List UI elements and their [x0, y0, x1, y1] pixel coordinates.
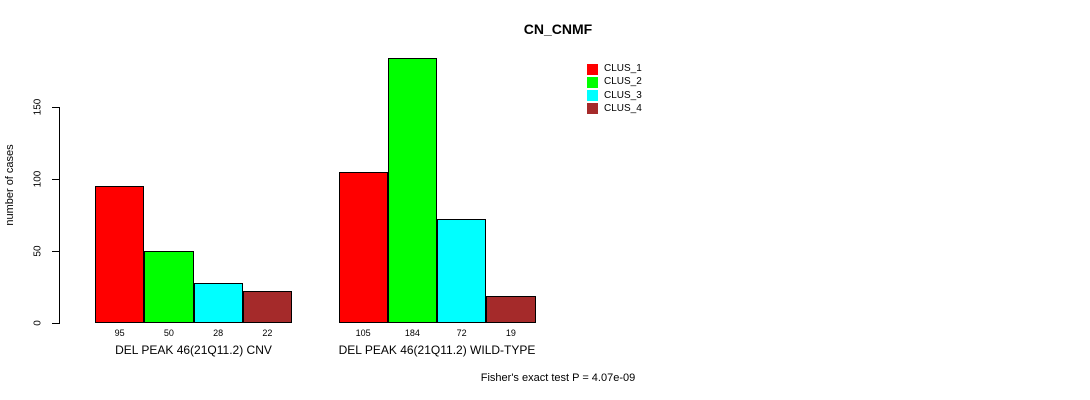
legend-item-clus_2: CLUS_2 [587, 76, 642, 88]
bar-value-label: 95 [114, 328, 125, 338]
bar-value-label: 28 [213, 328, 224, 338]
bar-clus_4 [242, 291, 292, 323]
legend-swatch-clus_1 [587, 63, 598, 75]
chart-title: CN_CNMF [523, 21, 593, 37]
bar-clus_3 [193, 282, 243, 323]
legend-item-clus_3: CLUS_3 [587, 90, 642, 102]
y-tick-mark [52, 251, 59, 252]
bar-clus_1 [338, 171, 388, 323]
y-tick-label: 150 [32, 98, 44, 116]
bar-clus_1 [95, 186, 145, 323]
legend-swatch-clus_4 [587, 103, 598, 115]
legend-item-clus_4: CLUS_4 [587, 103, 642, 115]
bar-value-label: 72 [456, 328, 467, 338]
bar-value-label: 105 [355, 328, 371, 338]
x-group-label: DEL PEAK 46(21Q11.2) CNV [115, 343, 272, 357]
y-tick-mark [52, 107, 59, 108]
y-tick-mark [52, 323, 59, 324]
bar-clus_2 [387, 58, 437, 323]
bar-value-label: 184 [404, 328, 420, 338]
fisher-test-annotation: Fisher's exact test P = 4.07e-09 [480, 372, 636, 384]
legend-label: CLUS_1 [604, 63, 642, 74]
bar-value-label: 22 [262, 328, 273, 338]
y-axis-label: number of cases [4, 144, 16, 226]
legend-label: CLUS_2 [604, 76, 642, 88]
legend-label: CLUS_4 [604, 102, 642, 114]
x-group-label: DEL PEAK 46(21Q11.2) WILD-TYPE [338, 343, 536, 357]
y-tick-mark [52, 179, 59, 180]
bar-clus_2 [144, 251, 194, 323]
bar-value-label: 19 [505, 328, 516, 338]
bar-clus_3 [437, 219, 487, 323]
bar-value-label: 50 [163, 328, 174, 338]
y-tick-label: 50 [32, 245, 44, 257]
y-axis-line [59, 107, 60, 324]
y-tick-label: 0 [32, 320, 44, 326]
legend-item-clus_1: CLUS_1 [587, 63, 642, 75]
bar-clus_4 [486, 295, 536, 323]
y-tick-label: 100 [32, 170, 44, 188]
legend-swatch-clus_3 [587, 90, 598, 102]
legend-label: CLUS_3 [604, 89, 642, 101]
legend-swatch-clus_2 [587, 76, 598, 88]
